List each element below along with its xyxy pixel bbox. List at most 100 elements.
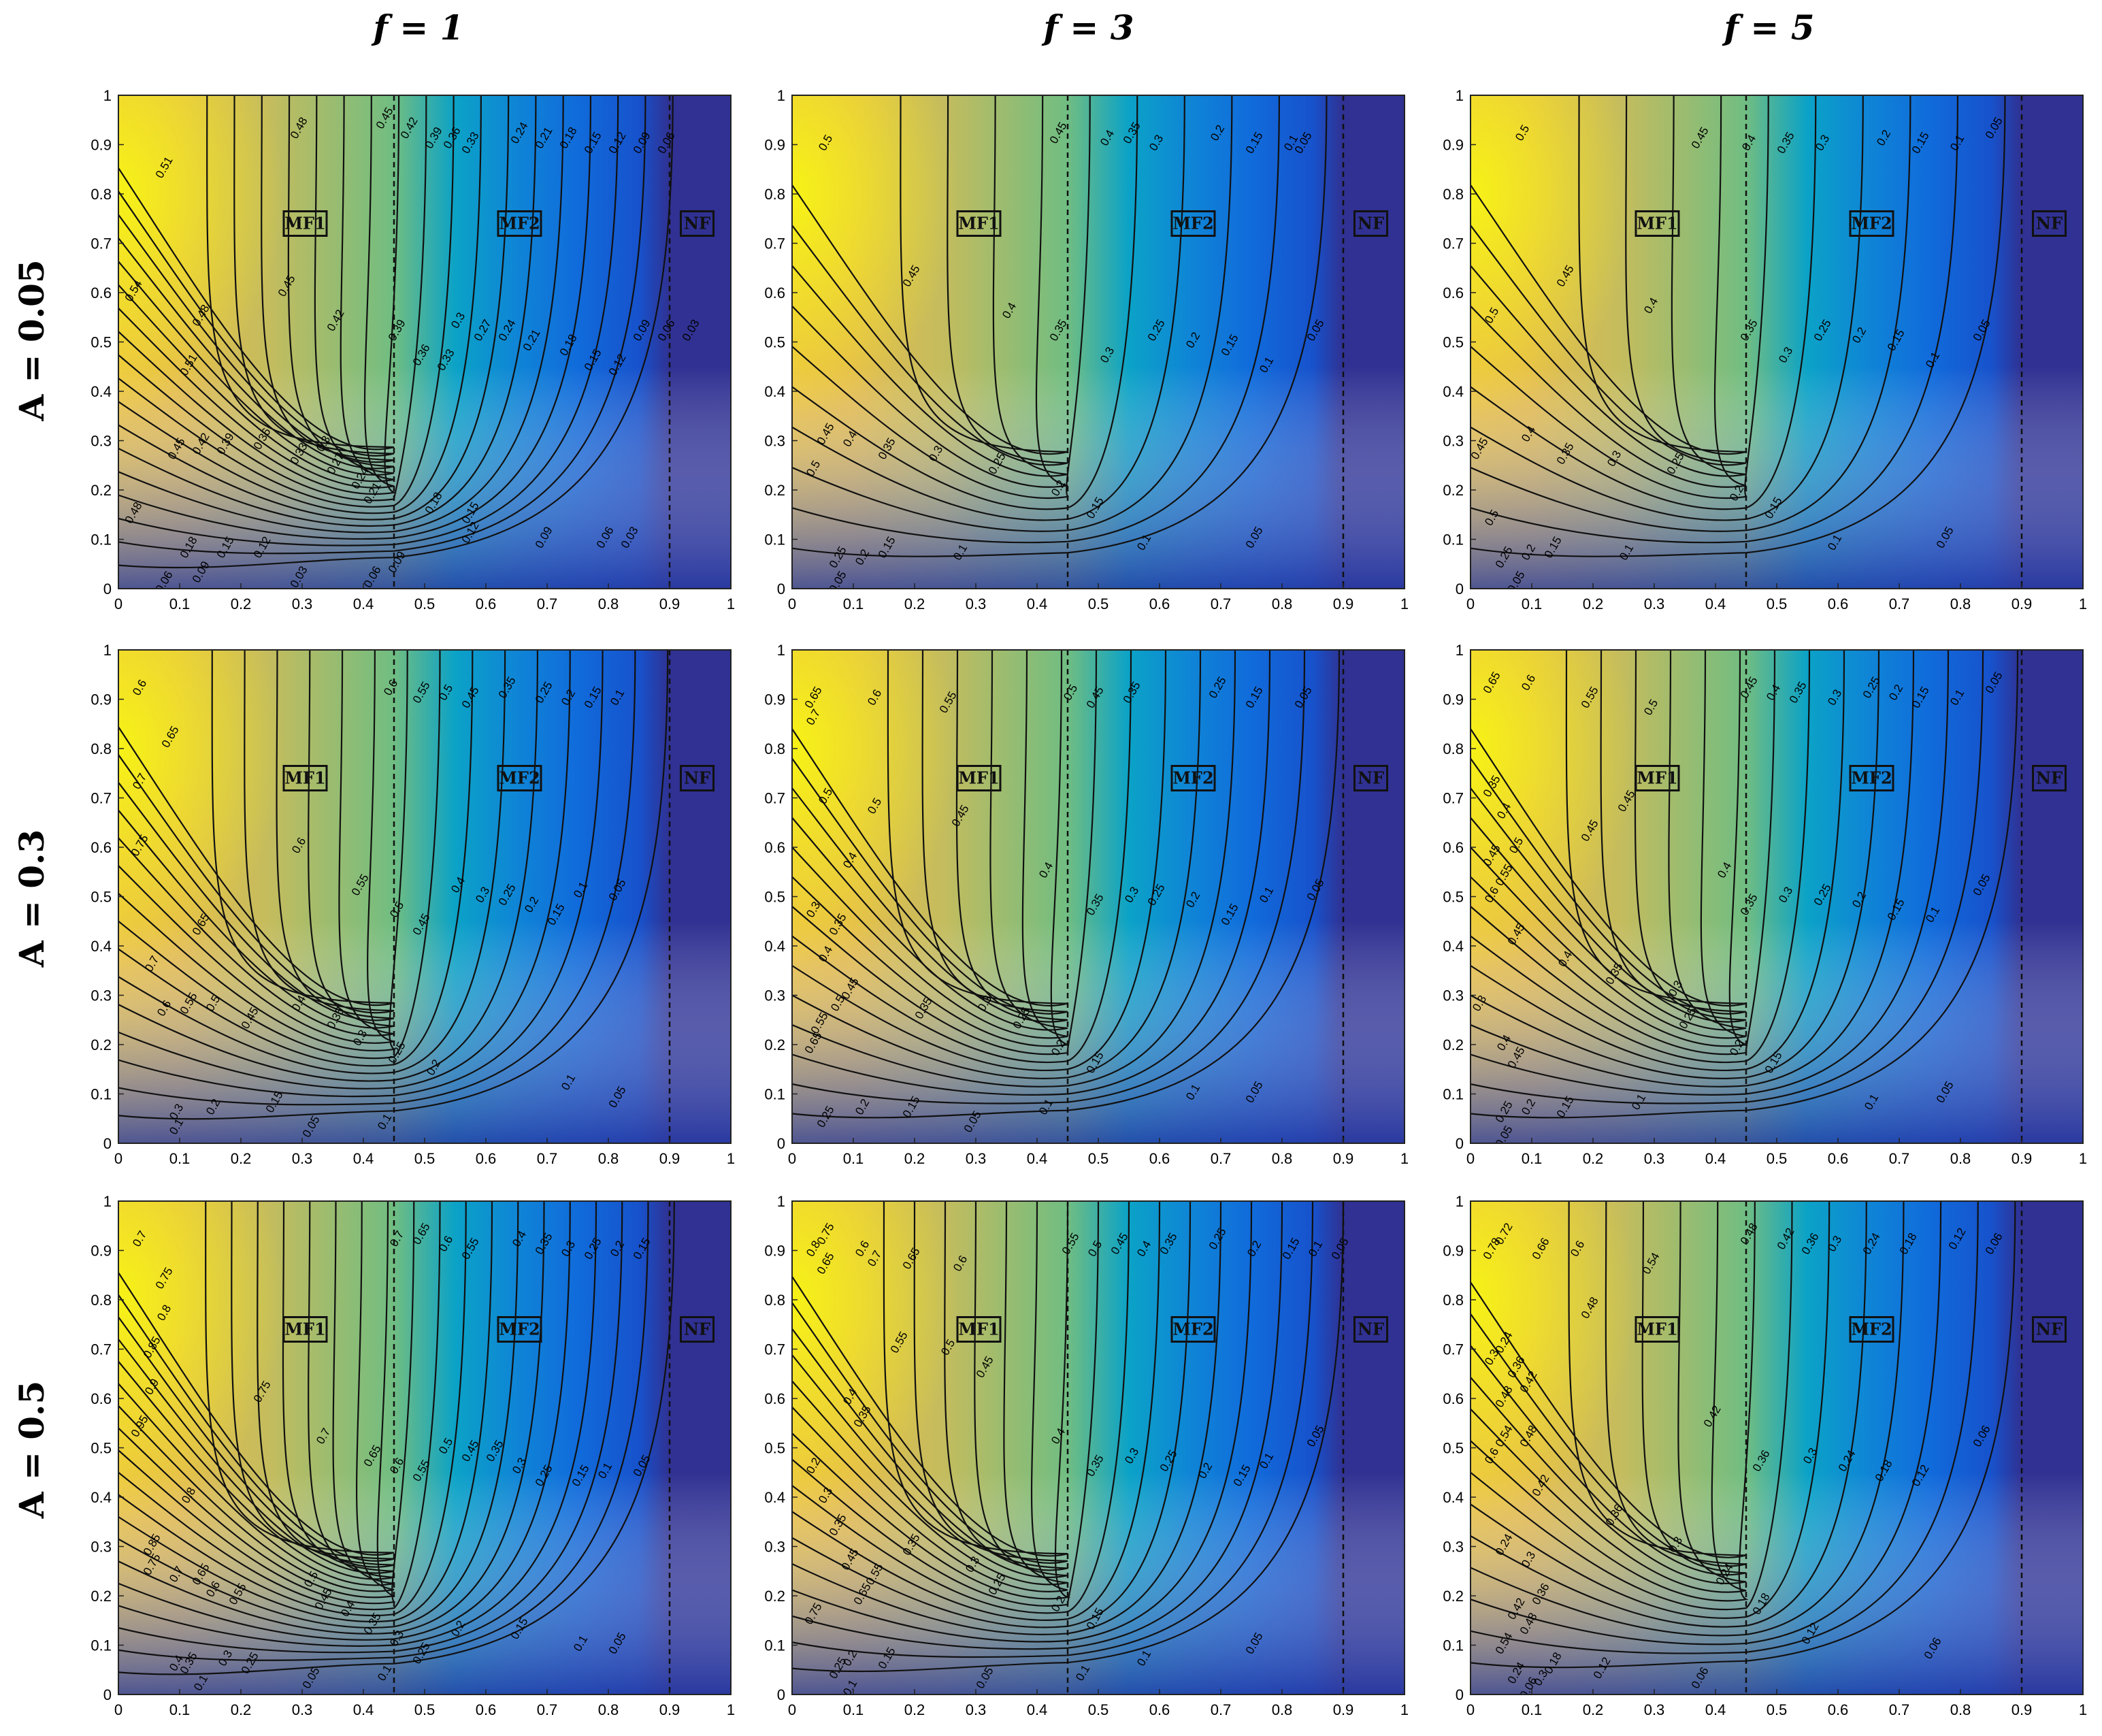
x-tick-label: 0.3 — [966, 595, 987, 612]
x-tick-label: 0.1 — [1522, 1150, 1543, 1167]
y-tick-label: 0.5 — [91, 334, 112, 351]
y-tick-label: 0.8 — [91, 186, 112, 203]
region-label-nf: NF — [684, 1320, 710, 1339]
contour-line-0.2 — [792, 95, 1185, 521]
y-tick-label: 0.4 — [1443, 938, 1464, 955]
region-box-mf2 — [1849, 765, 1894, 791]
x-tick-label: 0.5 — [1088, 1701, 1109, 1718]
contour-line-0.09 — [118, 95, 619, 546]
contour-line-0.4 — [118, 650, 441, 1060]
x-tick-label: 0.2 — [231, 1701, 252, 1718]
contour-line-0.24 — [118, 95, 482, 514]
region-box-nf — [680, 765, 715, 791]
x-tick-label: 0.4 — [353, 1150, 374, 1167]
contour-line-0.25 — [792, 1201, 1222, 1635]
x-tick-label: 0.6 — [1828, 595, 1849, 612]
contour-line-0.2 — [792, 1201, 1253, 1643]
contour-line-0.4 — [792, 1201, 1130, 1614]
contour-line-0.05 — [118, 650, 669, 1120]
contour-line-0.54 — [118, 95, 395, 451]
region-label-mf2: MF2 — [499, 768, 540, 788]
contour-line-0.6 — [118, 650, 395, 1029]
contour-line-0.1 — [792, 1201, 1314, 1658]
y-tick-label: 0.6 — [91, 284, 112, 301]
region-label-mf1: MF1 — [958, 214, 999, 233]
titles: f = 1 f = 3 f = 5 A = 0.05 A = 0.3 A = 0… — [12, 7, 1815, 1519]
x-tick-label: 0.7 — [537, 1150, 558, 1167]
y-tick-label: 0 — [1456, 580, 1464, 597]
field-highlight — [1471, 95, 1838, 589]
y-tick-label: 0.9 — [764, 691, 785, 708]
x-tick-label: 0.1 — [843, 595, 864, 612]
y-tick-label: 0.4 — [1443, 383, 1464, 400]
y-tick-label: 0.7 — [91, 235, 112, 252]
region-label-mf2: MF2 — [1851, 1320, 1892, 1339]
y-tick-label: 0.2 — [1443, 482, 1464, 499]
region-box-nf — [680, 210, 715, 237]
region-box-nf — [2032, 1316, 2067, 1343]
contour-line-0.4 — [118, 1201, 493, 1623]
region-box-mf1 — [1635, 765, 1680, 791]
x-tick-label: 0.4 — [1705, 1701, 1726, 1718]
y-tick-label: 0.1 — [764, 1637, 785, 1654]
y-tick-label: 0.5 — [1443, 334, 1464, 351]
contour-line-0.55 — [792, 650, 1068, 1031]
contour-line-0.7 — [1471, 650, 1747, 1006]
x-tick-label: 1 — [727, 1150, 735, 1167]
y-tick-label: 0.7 — [1443, 1341, 1464, 1358]
contour-line-0.25 — [1471, 95, 1817, 510]
x-tick-label: 0.7 — [1889, 595, 1910, 612]
contour-line-0.1 — [118, 1201, 649, 1661]
region-box-mf2 — [1170, 1316, 1216, 1343]
region-label-nf: NF — [1358, 768, 1384, 788]
x-tick-label: 0.1 — [1522, 595, 1543, 612]
region-label-mf2: MF2 — [1172, 768, 1213, 788]
x-tick-label: 0.2 — [1583, 595, 1604, 612]
x-tick-label: 0.9 — [659, 1150, 680, 1167]
x-tick-label: 0.4 — [1027, 595, 1048, 612]
x-tick-label: 0.9 — [2011, 1701, 2033, 1718]
x-tick-label: 0.8 — [1272, 595, 1293, 612]
contour-line-0.35 — [792, 1201, 1161, 1621]
y-tick-label: 0.5 — [1443, 1440, 1464, 1457]
contour-line-0.12 — [118, 95, 592, 540]
contour-line-0.6 — [1471, 650, 1747, 1023]
x-tick-label: 0.6 — [1149, 1150, 1170, 1167]
x-tick-label: 0.3 — [1644, 1150, 1665, 1167]
y-tick-label: 0.8 — [91, 1292, 112, 1309]
y-tick-label: 0.2 — [1443, 1588, 1464, 1605]
row-title-a005: A = 0.05 — [12, 259, 52, 421]
x-tick-label: 0.5 — [1088, 1150, 1109, 1167]
region-label-nf: NF — [684, 214, 710, 233]
y-tick-label: 0.8 — [91, 740, 112, 757]
y-tick-label: 0.9 — [764, 137, 785, 154]
y-tick-label: 0.3 — [1443, 1539, 1464, 1556]
contour-line-0.48 — [1471, 1201, 1756, 1602]
y-tick-label: 0.8 — [764, 186, 785, 203]
x-tick-label: 0.4 — [353, 595, 374, 612]
contour-line-0.15 — [792, 650, 1271, 1096]
contour-line-0.51 — [118, 95, 395, 457]
field-highlight — [118, 95, 486, 589]
contour-line-0.25 — [792, 95, 1138, 510]
y-tick-label: 0.1 — [91, 1637, 112, 1654]
x-tick-label: 0.4 — [1705, 595, 1726, 612]
x-tick-label: 0.7 — [537, 595, 558, 612]
x-tick-label: 0.5 — [1088, 595, 1109, 612]
contour-line-0.45 — [1471, 95, 1747, 466]
contour-line-0.35 — [118, 650, 474, 1067]
y-tick-label: 0.4 — [91, 938, 112, 955]
region-label-nf: NF — [2036, 1320, 2063, 1339]
panel-r2-c1: 0.750.80.650.60.7 0.65 0.60.55 0.5 0.45 0.4 0.… — [764, 1193, 1409, 1718]
x-tick-label: 0.6 — [476, 1701, 497, 1718]
x-tick-label: 0.6 — [476, 595, 497, 612]
x-tick-label: 0.2 — [904, 1150, 925, 1167]
region-box-mf1 — [282, 210, 328, 237]
panel-r1-c0: 0.6 0.6 0.55 0.5 0.45 0.35 0.25 0.2 0.15 0.10.650… — [91, 642, 735, 1167]
x-tick-label: 0.3 — [966, 1150, 987, 1167]
x-tick-label: 0.3 — [292, 595, 313, 612]
region-box-mf2 — [1849, 210, 1894, 237]
contour-line-0.65 — [118, 1201, 395, 1592]
contour-line-0.06 — [1471, 1201, 2016, 1669]
x-tick-label: 0.3 — [966, 1701, 987, 1718]
